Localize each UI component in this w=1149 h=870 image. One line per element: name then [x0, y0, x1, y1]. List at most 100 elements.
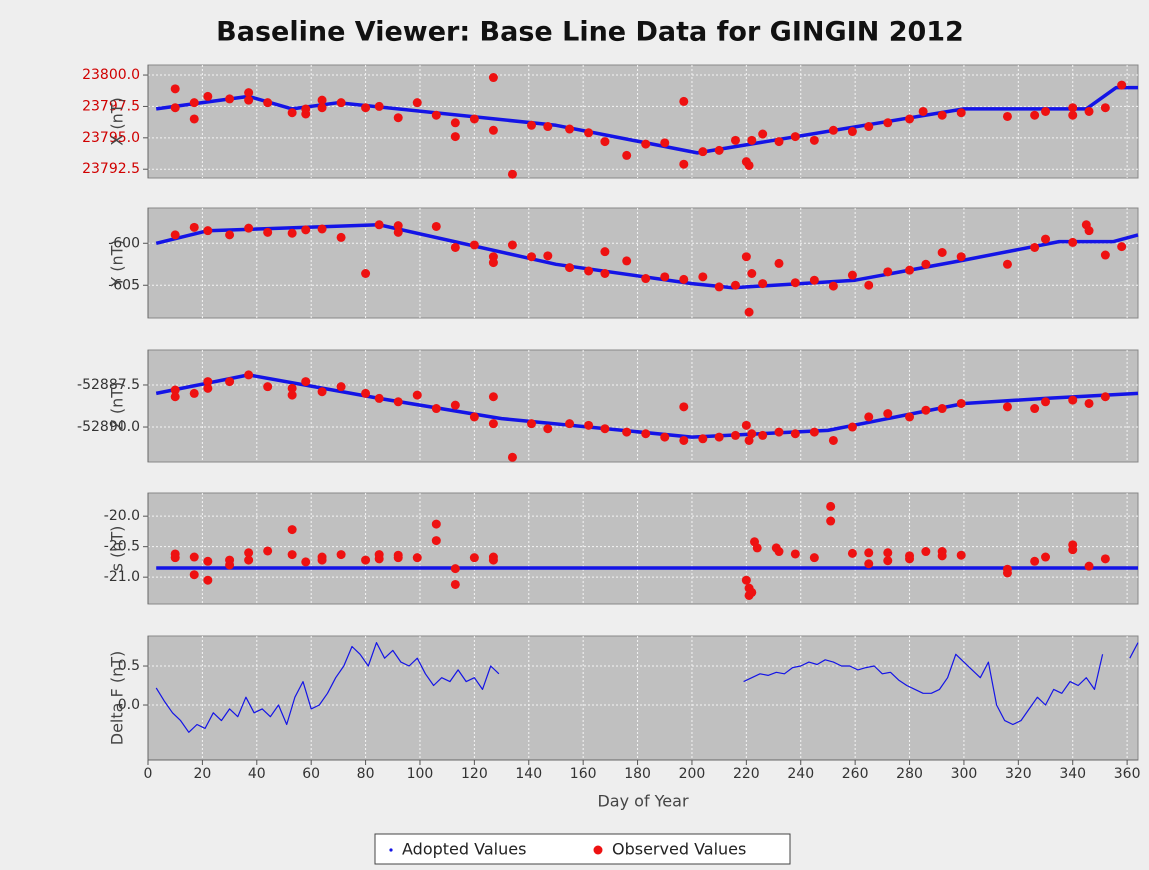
observed-point [431, 404, 441, 414]
observed-point [317, 224, 327, 234]
observed-point [263, 546, 273, 556]
observed-point [170, 230, 180, 240]
x-tick-label: 40 [248, 766, 266, 782]
y-tick-label: 23795.0 [82, 130, 140, 146]
observed-point [287, 383, 297, 393]
observed-point [714, 282, 724, 292]
observed-point [730, 135, 740, 145]
observed-point [393, 397, 403, 407]
observed-point [809, 135, 819, 145]
observed-point [790, 278, 800, 288]
observed-point [641, 429, 651, 439]
observed-point [1002, 568, 1012, 578]
observed-point [336, 98, 346, 108]
observed-point [660, 138, 670, 148]
observed-point [543, 424, 553, 434]
observed-point [883, 267, 893, 277]
observed-point [622, 256, 632, 266]
observed-point [336, 232, 346, 242]
observed-point [584, 266, 594, 276]
observed-point [937, 551, 947, 561]
observed-point [543, 122, 553, 132]
observed-point [244, 548, 254, 558]
legend-label: Adopted Values [402, 840, 526, 859]
observed-point [287, 228, 297, 238]
observed-point [225, 555, 235, 565]
observed-point [584, 128, 594, 138]
observed-point [393, 221, 403, 231]
observed-point [1100, 554, 1110, 564]
y-tick-label: -605 [108, 277, 140, 293]
observed-point [526, 419, 536, 429]
observed-point [905, 554, 915, 564]
observed-point [412, 390, 422, 400]
observed-point [774, 427, 784, 437]
observed-point [526, 120, 536, 130]
observed-point [864, 122, 874, 132]
plot-area [147, 64, 1139, 179]
observed-point [714, 145, 724, 155]
observed-point [883, 118, 893, 128]
observed-point [600, 424, 610, 434]
observed-point [921, 259, 931, 269]
legend-label: Observed Values [612, 840, 746, 859]
observed-point [584, 420, 594, 430]
observed-point [956, 398, 966, 408]
observed-point [826, 501, 836, 511]
observed-point [361, 555, 371, 565]
observed-point [847, 270, 857, 280]
y-tick-label: -52890.0 [77, 419, 140, 435]
observed-point [847, 422, 857, 432]
x-tick-label: 140 [515, 766, 542, 782]
observed-point [450, 564, 460, 574]
observed-point [317, 555, 327, 565]
observed-point [225, 377, 235, 387]
observed-point [301, 377, 311, 387]
observed-point [744, 435, 754, 445]
y-axis-label: Y (nT) [108, 239, 127, 287]
x-tick-label: 100 [407, 766, 434, 782]
observed-point [828, 435, 838, 445]
observed-point [956, 550, 966, 560]
x-tick-label: 340 [1059, 766, 1086, 782]
plot-area [147, 349, 1139, 463]
observed-point [317, 103, 327, 113]
observed-point [450, 579, 460, 589]
x-tick-label: 180 [624, 766, 651, 782]
observed-point [1041, 106, 1051, 116]
observed-point [1002, 402, 1012, 412]
x-tick-label: 240 [787, 766, 814, 782]
observed-point [361, 268, 371, 278]
observed-point [1068, 103, 1078, 113]
observed-point [774, 258, 784, 268]
observed-point [809, 427, 819, 437]
observed-point [1068, 545, 1078, 555]
observed-point [1068, 395, 1078, 405]
observed-point [374, 220, 384, 230]
observed-point [883, 556, 893, 566]
x-tick-label: 320 [1005, 766, 1032, 782]
observed-point [1030, 110, 1040, 120]
observed-point [469, 240, 479, 250]
observed-point [714, 432, 724, 442]
observed-point [287, 390, 297, 400]
observed-point [1084, 226, 1094, 236]
observed-point [488, 555, 498, 565]
observed-point [774, 137, 784, 147]
observed-point [1084, 561, 1094, 571]
observed-point [287, 550, 297, 560]
observed-point [543, 251, 553, 261]
observed-point [507, 452, 517, 462]
observed-point [744, 307, 754, 317]
observed-point [565, 419, 575, 429]
observed-point [203, 377, 213, 387]
x-tick-label: 20 [193, 766, 211, 782]
observed-point [730, 430, 740, 440]
observed-point [741, 575, 751, 585]
legend-box [374, 833, 791, 865]
observed-point [826, 516, 836, 526]
legend-marker [389, 848, 393, 852]
observed-point [189, 388, 199, 398]
observed-point [1084, 106, 1094, 116]
